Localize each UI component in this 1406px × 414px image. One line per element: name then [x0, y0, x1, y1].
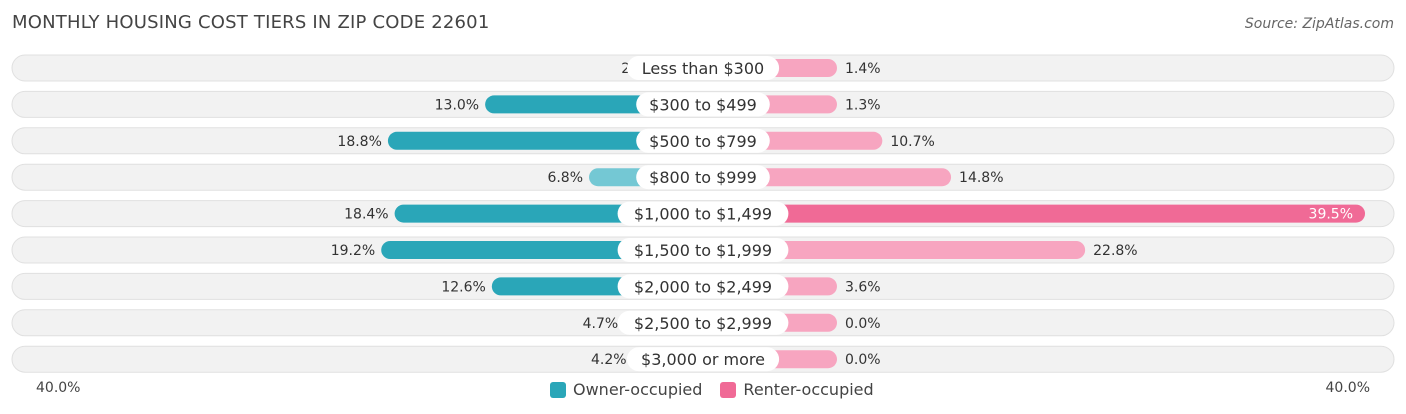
renter-value-label: 39.5%	[1309, 207, 1353, 223]
category-pill	[636, 128, 770, 153]
legend-label-renter: Renter-occupied	[743, 380, 874, 399]
renter-value-label: 3.6%	[845, 279, 881, 295]
owner-value-label: 13.0%	[435, 97, 479, 113]
renter-value-label: 0.0%	[845, 352, 881, 368]
owner-value-label: 18.8%	[337, 134, 381, 150]
owner-value-label: 4.7%	[583, 316, 619, 332]
category-label: Less than $300	[642, 59, 764, 78]
category-pill	[636, 92, 770, 117]
owner-bar	[387, 131, 703, 150]
legend-swatch-owner	[550, 381, 566, 398]
legend-label-owner: Owner-occupied	[573, 380, 703, 399]
renter-value-label: 0.0%	[845, 316, 881, 332]
category-label: $800 to $999	[649, 168, 757, 187]
category-pill	[617, 310, 789, 335]
category-label: $300 to $499	[649, 95, 757, 114]
source-label: Source: ZipAtlas.com	[1244, 16, 1394, 32]
renter-bar	[703, 241, 1086, 259]
renter-value-label: 10.7%	[890, 134, 934, 150]
axis-right-label: 40.0%	[1325, 380, 1370, 396]
category-label: $2,000 to $2,499	[634, 277, 772, 296]
renter-value-label: 1.3%	[845, 97, 881, 113]
category-label: $2,500 to $2,999	[634, 314, 772, 333]
owner-value-label: 12.6%	[441, 279, 485, 295]
legend-item-renter[interactable]: Renter-occupied	[720, 380, 874, 399]
renter-value-label: 1.4%	[845, 61, 881, 77]
category-label: $500 to $799	[649, 132, 757, 151]
renter-value-label: 22.8%	[1093, 243, 1137, 259]
owner-value-label: 19.2%	[331, 243, 375, 259]
renter-bar	[703, 204, 1366, 223]
renter-value-label: 14.8%	[959, 170, 1003, 186]
category-pill	[626, 56, 780, 80]
category-label: $1,500 to $1,999	[634, 241, 772, 260]
category-pill	[617, 238, 789, 262]
owner-value-label: 4.2%	[591, 352, 627, 368]
category-pill	[617, 274, 789, 299]
category-label: $3,000 or more	[641, 350, 765, 369]
legend-swatch-renter	[720, 381, 737, 398]
owner-value-label: 6.8%	[547, 170, 583, 186]
category-pill	[626, 347, 780, 372]
owner-value-label: 18.4%	[344, 207, 388, 223]
legend: Owner-occupied Renter-occupied	[550, 380, 892, 399]
chart-title: MONTHLY HOUSING COST TIERS IN ZIP CODE 2…	[12, 12, 490, 33]
legend-item-owner[interactable]: Owner-occupied	[550, 380, 702, 399]
category-pill	[636, 165, 770, 190]
category-pill	[617, 201, 789, 226]
category-label: $1,000 to $1,499	[634, 205, 772, 224]
axis-left-label: 40.0%	[36, 380, 81, 396]
